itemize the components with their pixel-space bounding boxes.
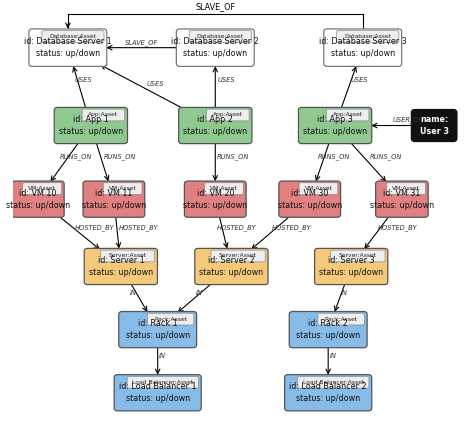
Text: HOSTED_BY: HOSTED_BY [378, 224, 418, 231]
Text: IN: IN [329, 353, 337, 359]
FancyBboxPatch shape [211, 250, 265, 262]
FancyBboxPatch shape [326, 109, 369, 121]
FancyBboxPatch shape [279, 181, 341, 217]
Text: VM:Asset: VM:Asset [210, 186, 238, 191]
Text: id: Server 3
status: up/down: id: Server 3 status: up/down [319, 256, 383, 277]
FancyBboxPatch shape [331, 250, 385, 262]
FancyBboxPatch shape [119, 312, 197, 348]
FancyBboxPatch shape [100, 250, 155, 262]
Text: IN: IN [159, 353, 166, 359]
FancyBboxPatch shape [179, 108, 252, 144]
Text: USER_OF: USER_OF [392, 117, 423, 123]
Text: id: Database Server 2
status: up/down: id: Database Server 2 status: up/down [172, 37, 259, 58]
FancyBboxPatch shape [205, 183, 243, 195]
Text: Server:Asset: Server:Asset [109, 253, 146, 258]
Text: USES: USES [75, 76, 92, 83]
Text: Load Balancer:Asset: Load Balancer:Asset [303, 380, 364, 385]
Text: VM:Asset: VM:Asset [109, 186, 137, 191]
Text: IN: IN [341, 290, 348, 296]
Text: SLAVE_OF: SLAVE_OF [195, 3, 235, 11]
FancyBboxPatch shape [29, 29, 107, 66]
Text: HOSTED_BY: HOSTED_BY [75, 224, 114, 231]
Text: RUNS_ON: RUNS_ON [104, 153, 136, 160]
Text: id: Database Server 3
status: up/down: id: Database Server 3 status: up/down [319, 37, 407, 58]
Text: Rack:Asset: Rack:Asset [325, 317, 357, 322]
Text: id: Load Balancer 2
status: up/down: id: Load Balancer 2 status: up/down [289, 382, 367, 403]
Text: Load Balancer:Asset: Load Balancer:Asset [132, 380, 193, 385]
FancyBboxPatch shape [184, 181, 246, 217]
FancyBboxPatch shape [318, 313, 365, 325]
FancyBboxPatch shape [324, 29, 401, 66]
Text: VM:Asset: VM:Asset [28, 186, 56, 191]
Text: id: App 3
status: up/down: id: App 3 status: up/down [303, 115, 367, 136]
Text: Database:Asset: Database:Asset [197, 34, 244, 39]
FancyBboxPatch shape [189, 31, 251, 42]
FancyBboxPatch shape [103, 183, 142, 195]
FancyBboxPatch shape [84, 248, 157, 285]
FancyBboxPatch shape [147, 313, 194, 325]
Text: Database:Asset: Database:Asset [49, 34, 96, 39]
FancyBboxPatch shape [375, 181, 428, 217]
Text: Database:Asset: Database:Asset [344, 34, 392, 39]
FancyBboxPatch shape [387, 183, 425, 195]
Text: App:Asset: App:Asset [213, 113, 243, 117]
Text: IN: IN [130, 290, 137, 296]
Text: VM:Asset: VM:Asset [305, 186, 332, 191]
Text: RUNS_ON: RUNS_ON [217, 153, 249, 160]
Text: RUNS_ON: RUNS_ON [370, 153, 402, 160]
Text: id: VM 11
status: up/down: id: VM 11 status: up/down [82, 189, 146, 210]
Text: App:Asset: App:Asset [333, 113, 363, 117]
Text: USES: USES [351, 76, 369, 83]
Text: name:
User 3: name: User 3 [419, 115, 449, 136]
Text: id: Server 1
status: up/down: id: Server 1 status: up/down [89, 256, 153, 277]
FancyBboxPatch shape [299, 183, 338, 195]
FancyBboxPatch shape [298, 376, 369, 388]
Text: USES: USES [147, 81, 164, 87]
FancyBboxPatch shape [42, 31, 104, 42]
FancyBboxPatch shape [289, 312, 367, 348]
FancyBboxPatch shape [299, 108, 372, 144]
FancyBboxPatch shape [83, 181, 145, 217]
Text: RUNS_ON: RUNS_ON [60, 153, 92, 160]
FancyBboxPatch shape [82, 109, 125, 121]
Text: HOSTED_BY: HOSTED_BY [119, 224, 158, 231]
Text: SLAVE_OF: SLAVE_OF [125, 39, 158, 45]
FancyBboxPatch shape [127, 376, 199, 388]
FancyBboxPatch shape [337, 31, 399, 42]
Text: RUNS_ON: RUNS_ON [318, 153, 350, 160]
Text: id: VM 31
status: up/down: id: VM 31 status: up/down [370, 189, 434, 210]
FancyBboxPatch shape [195, 248, 268, 285]
Text: id: Load Balancer 1
status: up/down: id: Load Balancer 1 status: up/down [119, 382, 196, 403]
Text: id: VM 30
status: up/down: id: VM 30 status: up/down [278, 189, 342, 210]
FancyBboxPatch shape [54, 108, 128, 144]
Text: id: VM 20
status: up/down: id: VM 20 status: up/down [183, 189, 247, 210]
Text: VM:Asset: VM:Asset [392, 186, 420, 191]
Text: id: App 2
status: up/down: id: App 2 status: up/down [183, 115, 247, 136]
FancyBboxPatch shape [12, 181, 64, 217]
Text: id: Server 2
status: up/down: id: Server 2 status: up/down [200, 256, 264, 277]
Text: Rack:Asset: Rack:Asset [154, 317, 187, 322]
FancyBboxPatch shape [176, 29, 254, 66]
Text: id: Rack 2
status: up/down: id: Rack 2 status: up/down [296, 319, 360, 340]
FancyBboxPatch shape [23, 183, 62, 195]
Text: Server:Asset: Server:Asset [339, 253, 377, 258]
Text: id: App 1
status: up/down: id: App 1 status: up/down [59, 115, 123, 136]
FancyBboxPatch shape [284, 375, 372, 411]
Text: id: Database Server 1
status: up/down: id: Database Server 1 status: up/down [24, 37, 112, 58]
FancyBboxPatch shape [207, 109, 249, 121]
FancyBboxPatch shape [114, 375, 201, 411]
Text: HOSTED_BY: HOSTED_BY [217, 224, 256, 231]
Text: App:Asset: App:Asset [88, 113, 118, 117]
FancyBboxPatch shape [315, 248, 388, 285]
Text: Server:Asset: Server:Asset [219, 253, 257, 258]
FancyBboxPatch shape [412, 110, 456, 141]
Text: USES: USES [218, 76, 235, 83]
Text: id: VM 10
status: up/down: id: VM 10 status: up/down [6, 189, 70, 210]
Text: IN: IN [196, 290, 203, 296]
Text: id: Rack 1
status: up/down: id: Rack 1 status: up/down [126, 319, 190, 340]
Text: HOSTED_BY: HOSTED_BY [272, 224, 311, 231]
